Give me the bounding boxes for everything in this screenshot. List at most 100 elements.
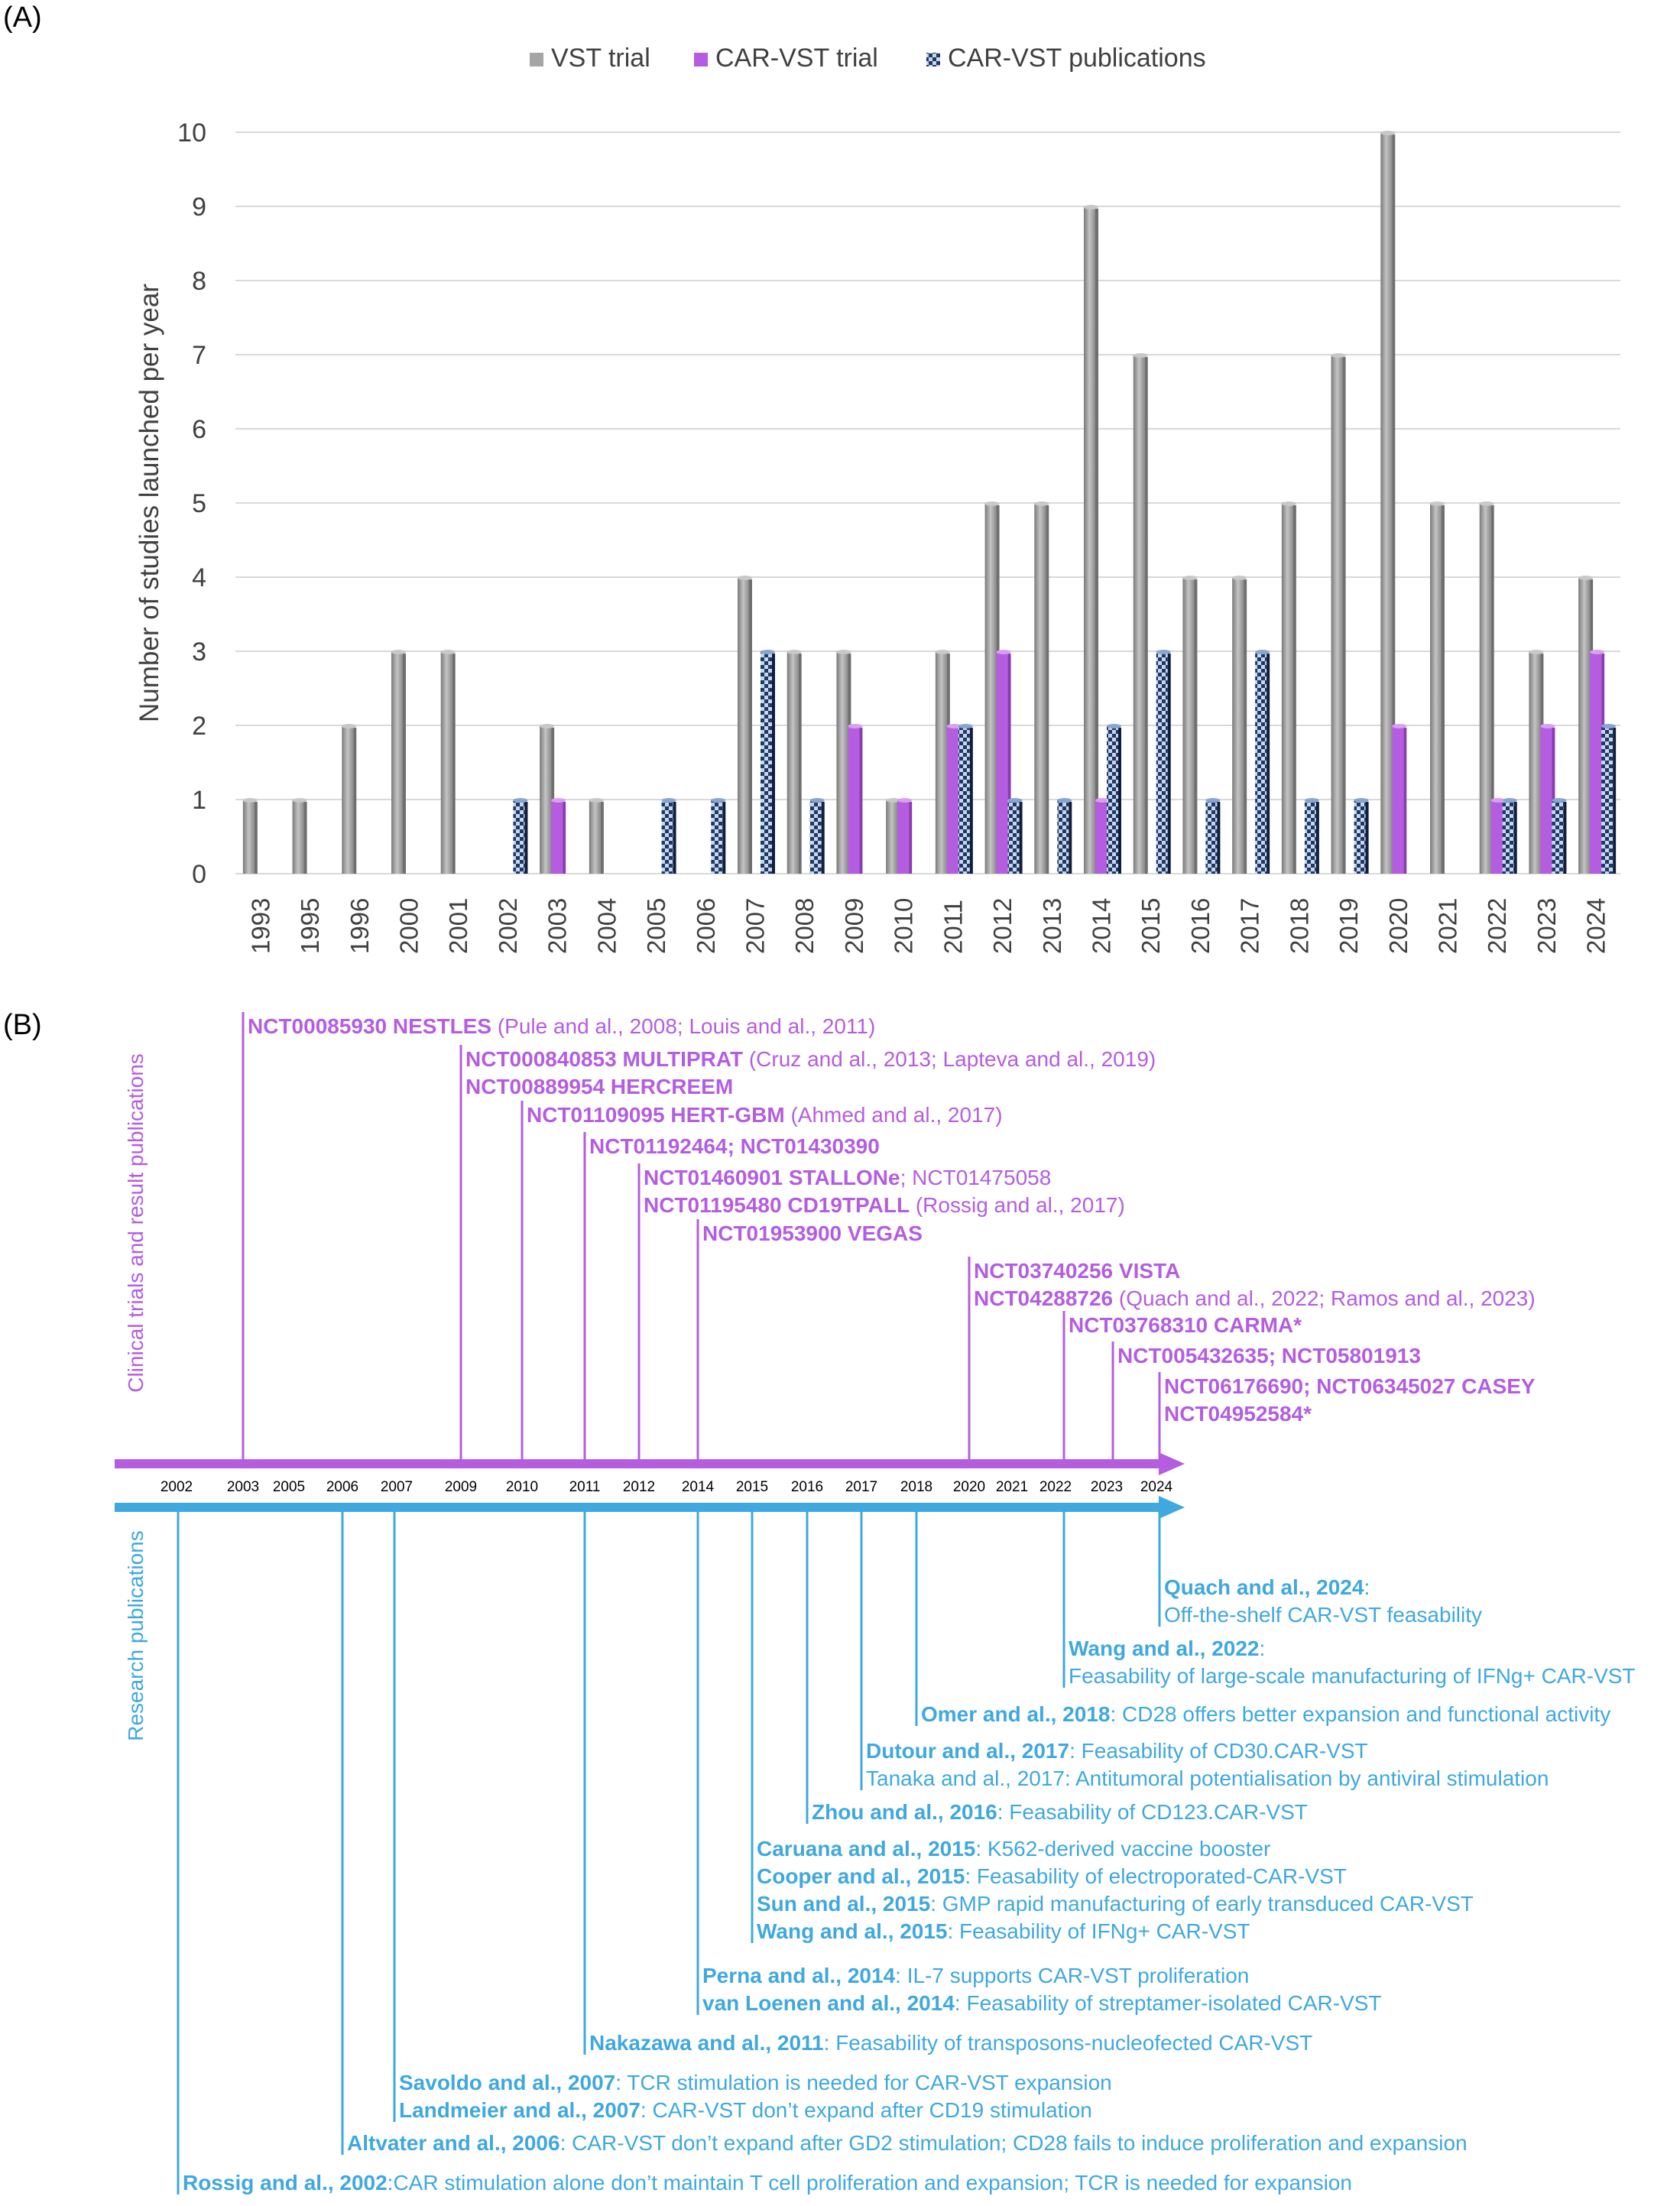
research-entry-bold: Rossig and al., 2002 [183, 2171, 388, 2195]
car-vst-publication-bar-cap [1304, 798, 1319, 803]
x-tick-label: 2015 [1137, 898, 1165, 954]
vst-trial-bar-cap [1133, 353, 1148, 358]
timeline-year-label: 2020 [953, 1479, 985, 1495]
timeline-year-label: 2009 [445, 1479, 477, 1495]
vst-trial-bar-cap [886, 798, 901, 803]
car-vst-publication-bar-cap [809, 798, 825, 803]
trial-entry: NCT01192464; NCT01430390 [589, 1134, 880, 1158]
research-entry-bold: Dutour and al., 2017 [866, 1739, 1069, 1763]
car-vst-publication-bar-cap [1156, 650, 1171, 654]
research-axis-label: Research publications [124, 1530, 148, 1741]
vst-trial-bar-cap [1084, 205, 1098, 209]
vst-trial-bar-side [1194, 579, 1198, 874]
car-vst-publication-bar-cap [1601, 724, 1617, 728]
x-tick-label: 2007 [741, 898, 770, 954]
vst-trial-bar-side [353, 728, 357, 874]
legend-label: VST trial [551, 44, 650, 73]
car-vst-publication-bar [1007, 800, 1020, 874]
car-vst-publication-bar-side [1315, 802, 1319, 874]
y-tick-label: 0 [192, 860, 206, 889]
x-tick-label: 2006 [692, 898, 720, 954]
x-tick-label: 2005 [642, 898, 670, 954]
research-entry-text: Tanaka and al., 2017: Antitumoral potent… [866, 1766, 1549, 1790]
car-vst-trial-bar-cap [551, 798, 566, 803]
car-vst-trial-bar-side [1007, 654, 1011, 874]
trial-entry-bold: NCT06176690; NCT06345027 CASEY [1164, 1374, 1536, 1398]
research-entry-bold: Wang and al., 2015 [757, 1919, 947, 1943]
vst-trial-bar [1430, 503, 1442, 874]
research-entry-text: : TCR stimulation is needed for CAR-VST … [615, 2071, 1111, 2094]
y-tick-label: 6 [192, 415, 206, 444]
legend-label: CAR-VST trial [715, 44, 878, 73]
vst-trial-bar [786, 651, 799, 874]
research-entry-text: : CAR-VST don’t expand after CD19 stimul… [641, 2098, 1092, 2122]
vst-trial-bar [738, 577, 749, 874]
x-tick-label: 2018 [1285, 898, 1313, 954]
trial-year-stem [1111, 1341, 1114, 1459]
vst-trial-bar [292, 800, 304, 874]
research-year-stem [806, 1507, 809, 1824]
vst-trial-bar [1084, 206, 1095, 874]
car-vst-trial-bar-cap [1392, 724, 1407, 728]
trial-entry-bold: NCT04952584* [1164, 1402, 1312, 1426]
research-entry-text: Off-the-shelf CAR-VST feasability [1164, 1603, 1482, 1627]
trial-entry: NCT005432635; NCT05801913 [1117, 1344, 1421, 1367]
x-tick-label: 2010 [890, 898, 918, 954]
trial-year-stem [242, 1012, 245, 1459]
research-entry-text: : IL-7 supports CAR-VST proliferation [895, 1964, 1249, 1987]
x-tick-label: 2013 [1038, 898, 1066, 954]
vst-trial-bar-cap [1331, 353, 1346, 358]
car-vst-publication-bar-cap [958, 724, 973, 728]
x-tick-label: 1996 [345, 898, 374, 954]
research-entry-bold: van Loenen and al., 2014 [702, 1991, 955, 2015]
x-tick-label: 2012 [988, 898, 1017, 954]
car-vst-publication-bar [1552, 800, 1564, 874]
research-entry: Wang and al., 2022: [1069, 1637, 1265, 1660]
car-vst-publication-bar-cap [1552, 798, 1567, 803]
car-vst-trial-bar-cap [848, 724, 863, 728]
car-vst-publication-bar [1354, 800, 1366, 874]
vst-trial-bar-cap [440, 650, 456, 654]
car-vst-publication-bar-side [1217, 802, 1221, 874]
vst-trial-bar-cap [1182, 576, 1198, 580]
panel-b-label: (B) [3, 1009, 42, 1041]
research-entry-text: : Feasability of transposons-nucleofecte… [824, 2031, 1313, 2055]
trial-entry-text: (Quach and al., 2022; Ramos and al., 202… [1113, 1286, 1536, 1310]
x-tick-label: 2009 [840, 898, 868, 954]
research-entry-text: : GMP rapid manufacturing of early trans… [930, 1892, 1474, 1916]
x-tick-label: 2001 [444, 898, 472, 954]
legend-swatch [530, 53, 543, 67]
timeline-year-label: 2016 [791, 1479, 823, 1495]
x-tick-label: 2014 [1088, 898, 1116, 954]
research-axis-arrow [115, 1503, 1162, 1512]
x-tick-label: 2003 [543, 898, 572, 954]
timeline-year-label: 2006 [326, 1479, 358, 1495]
car-vst-trial-bar [1392, 725, 1404, 874]
trial-entry-bold: NCT01109095 HERT-GBM [527, 1103, 785, 1127]
research-year-stem [583, 1507, 586, 2055]
research-entry: Savoldo and al., 2007: TCR stimulation i… [399, 2071, 1112, 2094]
research-entry-text: : Feasability of CD30.CAR-VST [1069, 1739, 1368, 1763]
research-entry-bold: Quach and al., 2024 [1164, 1575, 1364, 1599]
x-tick-label: 2021 [1434, 898, 1462, 954]
trial-year-stem [459, 1045, 462, 1459]
legend-label: CAR-VST publications [948, 44, 1206, 73]
research-entry-bold: Altvater and al., 2006 [347, 2131, 560, 2155]
trial-entry-text: (Pule and al., 2008; Louis and al., 2011… [491, 1014, 875, 1038]
trial-year-stem [696, 1219, 699, 1459]
vst-trial-bar-cap [391, 650, 406, 654]
research-year-stem [393, 1507, 396, 2122]
car-vst-publication-bar-side [1613, 728, 1617, 874]
research-entry-text: : CAR-VST don’t expand after GD2 stimula… [560, 2131, 1468, 2155]
trial-entry-bold: NCT04288726 [974, 1286, 1113, 1310]
trial-entry-bold: NCT00085930 NESTLES [248, 1014, 491, 1038]
vst-trial-bar-cap [1529, 650, 1544, 654]
car-vst-publication-bar [809, 800, 822, 874]
research-entry-text: : Feasability of streptamer-isolated CAR… [955, 1991, 1382, 2015]
research-year-stem [860, 1507, 863, 1790]
trial-entry-bold: NCT000840853 MULTIPRAT [465, 1047, 743, 1071]
trial-entry: NCT06176690; NCT06345027 CASEY [1164, 1374, 1536, 1398]
trial-entry: NCT04288726 (Quach and al., 2022; Ramos … [974, 1286, 1536, 1310]
research-entry: Wang and al., 2015: Feasability of IFNg+… [757, 1919, 1250, 1943]
x-tick-label: 2002 [494, 898, 522, 954]
